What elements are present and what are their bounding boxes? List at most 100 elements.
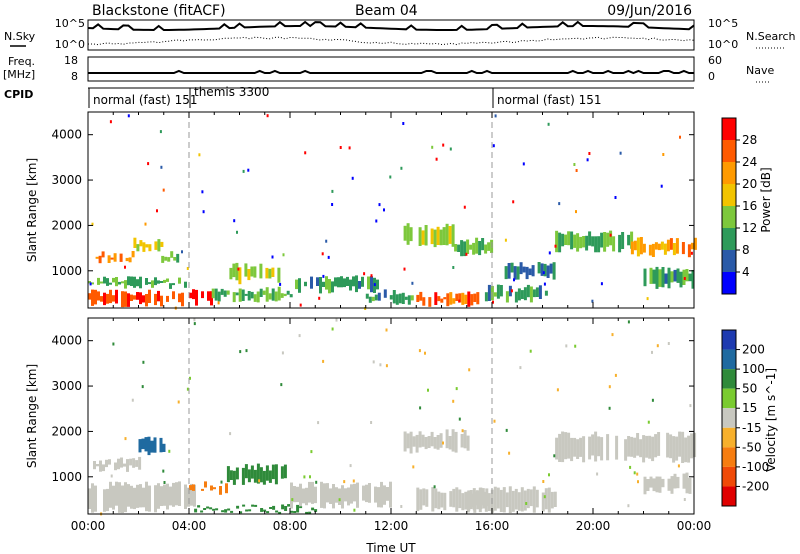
colorbar-tick-label: 50 bbox=[742, 382, 757, 396]
heatmap-speckle bbox=[348, 146, 351, 150]
heatmap-cell bbox=[461, 493, 465, 511]
heatmap-cell bbox=[172, 291, 175, 300]
heatmap-cell bbox=[88, 293, 91, 300]
heatmap-speckle bbox=[303, 475, 306, 479]
heatmap-cell bbox=[139, 276, 142, 289]
heatmap-speckle bbox=[412, 465, 415, 469]
heatmap-cell bbox=[120, 457, 123, 468]
heatmap-cell bbox=[463, 241, 467, 257]
heatmap-cell bbox=[693, 237, 697, 250]
nsearch-tick-high: 10^5 bbox=[708, 17, 738, 30]
heatmap-cell bbox=[268, 268, 272, 279]
velocity-colorbar-label: Velocity [m s^-1] bbox=[764, 368, 778, 472]
heatmap-cell bbox=[96, 464, 99, 467]
heatmap-cell bbox=[271, 267, 275, 277]
heatmap-cell bbox=[667, 267, 671, 289]
heatmap-cell bbox=[365, 484, 368, 503]
heatmap-cell bbox=[493, 292, 497, 297]
heatmap-speckle bbox=[548, 473, 550, 477]
heatmap-cell bbox=[496, 284, 500, 299]
heatmap-cell bbox=[178, 293, 181, 303]
heatmap-speckle bbox=[510, 289, 513, 293]
heatmap-cell bbox=[436, 226, 440, 245]
heatmap-speckle bbox=[163, 481, 166, 484]
colorbar-swatch bbox=[722, 272, 736, 294]
heatmap-cell bbox=[217, 291, 221, 302]
heatmap-cell bbox=[259, 467, 263, 483]
heatmap-cell bbox=[109, 481, 112, 508]
heatmap-cell bbox=[139, 292, 142, 305]
heatmap-cell bbox=[561, 431, 565, 463]
heatmap-cell bbox=[136, 279, 139, 287]
heatmap-cell bbox=[98, 255, 102, 264]
heatmap-cell bbox=[299, 483, 302, 507]
heatmap-cell bbox=[445, 223, 449, 246]
heatmap-cell bbox=[130, 485, 133, 509]
heatmap-cell bbox=[434, 292, 438, 305]
heatmap-cell bbox=[523, 490, 527, 511]
heatmap-cell bbox=[633, 437, 637, 458]
heatmap-cell bbox=[654, 242, 658, 250]
heatmap-speckle bbox=[586, 158, 589, 162]
heatmap-cell bbox=[558, 433, 562, 462]
heatmap-speckle bbox=[400, 166, 403, 170]
heatmap-cell bbox=[504, 266, 508, 280]
heatmap-cell bbox=[304, 281, 307, 287]
heatmap-speckle bbox=[558, 202, 561, 206]
heatmap-cell bbox=[115, 481, 118, 506]
heatmap-cell bbox=[675, 238, 679, 254]
heatmap-cell bbox=[256, 291, 260, 303]
heatmap-cell bbox=[398, 293, 402, 304]
heatmap-speckle bbox=[494, 114, 497, 118]
heatmap-cell bbox=[260, 508, 264, 512]
heatmap-cell bbox=[573, 437, 577, 457]
heatmap-cell bbox=[606, 434, 610, 461]
heatmap-cell bbox=[269, 507, 273, 509]
heatmap-speckle bbox=[247, 168, 250, 172]
heatmap-cell bbox=[422, 297, 426, 306]
heatmap-cell bbox=[236, 505, 240, 509]
heatmap-cell bbox=[298, 278, 301, 293]
heatmap-speckle bbox=[242, 169, 245, 173]
heatmap-cell bbox=[132, 458, 136, 468]
heatmap-cell bbox=[502, 487, 506, 513]
heatmap-speckle bbox=[442, 143, 445, 147]
heatmap-cell bbox=[597, 436, 601, 457]
heatmap-cell bbox=[115, 289, 118, 304]
heatmap-cell bbox=[693, 432, 697, 458]
heatmap-speckle bbox=[431, 145, 434, 149]
heatmap-cell bbox=[289, 294, 293, 298]
heatmap-cell bbox=[88, 488, 91, 509]
heatmap-cell bbox=[265, 267, 269, 279]
heatmap-cell bbox=[431, 487, 435, 512]
heatmap-speckle bbox=[317, 421, 320, 425]
heatmap-cell bbox=[238, 288, 242, 302]
heatmap-cell bbox=[108, 459, 111, 465]
heatmap-cell bbox=[383, 485, 386, 505]
x-tick-label: 00:00 bbox=[71, 519, 106, 533]
heatmap-cell bbox=[636, 433, 640, 456]
heatmap-cell bbox=[293, 511, 297, 513]
heatmap-cell bbox=[458, 293, 462, 303]
heatmap-cell bbox=[145, 294, 148, 307]
heatmap-cell bbox=[302, 488, 305, 504]
heatmap-cell bbox=[136, 292, 139, 300]
heatmap-cell bbox=[181, 292, 184, 307]
heatmap-cell bbox=[150, 440, 154, 453]
heatmap-cell bbox=[344, 488, 347, 502]
heatmap-speckle bbox=[370, 274, 373, 278]
heatmap-cell bbox=[310, 276, 313, 289]
heatmap-cell bbox=[244, 293, 248, 296]
heatmap-speckle bbox=[573, 163, 576, 166]
heatmap-cell bbox=[166, 278, 169, 282]
heatmap-cell bbox=[91, 289, 94, 306]
heatmap-cell bbox=[549, 263, 553, 274]
heatmap-cell bbox=[94, 485, 97, 512]
heatmap-speckle bbox=[683, 277, 686, 280]
heatmap-cell bbox=[232, 263, 236, 278]
heatmap-cell bbox=[639, 439, 643, 458]
heatmap-speckle bbox=[591, 299, 594, 303]
heatmap-speckle bbox=[156, 209, 158, 213]
heatmap-speckle bbox=[309, 475, 311, 479]
heatmap-cell bbox=[320, 481, 323, 508]
